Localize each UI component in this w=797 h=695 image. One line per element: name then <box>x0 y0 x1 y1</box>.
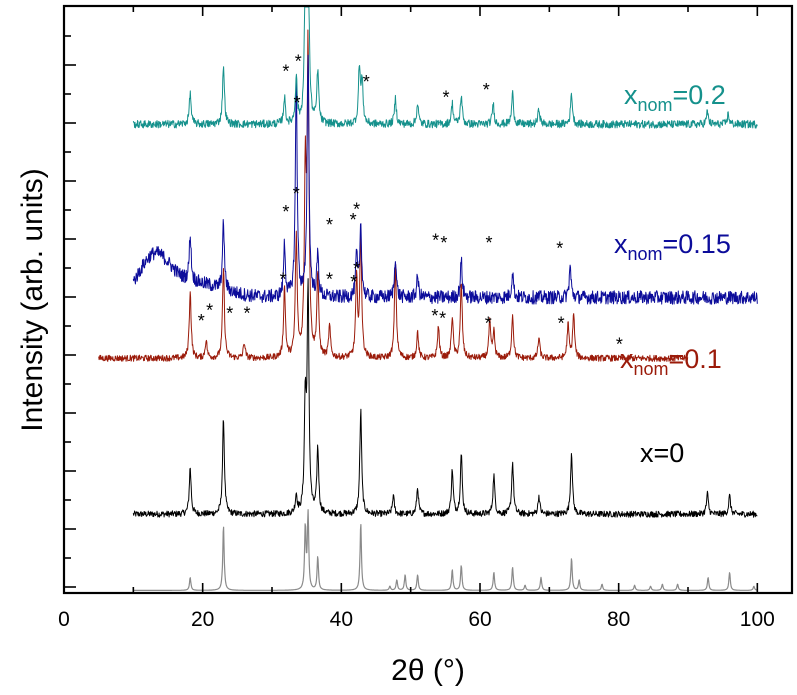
peak-marker-star: * <box>363 72 370 92</box>
peak-marker-star: * <box>440 233 447 253</box>
stars-layer: ** * **** *** * * ***** *** * * ***** * <box>198 51 623 354</box>
peak-marker-star: * <box>353 259 360 279</box>
x-tick-label: 40 <box>330 608 353 631</box>
peak-marker-star: * <box>198 311 205 331</box>
x-tick-label: 20 <box>191 608 214 631</box>
series-line-2 <box>132 54 758 305</box>
x-tick-label: 80 <box>607 608 630 631</box>
peak-marker-star: * <box>280 270 287 290</box>
peak-marker-star: * <box>350 210 357 230</box>
series-label-0: x=0 <box>640 438 684 468</box>
peak-marker-star: * <box>282 202 289 222</box>
plot-frame <box>62 4 794 595</box>
peak-marker-star: * <box>206 301 213 321</box>
series-label-3: xnom=0.2 <box>624 80 726 115</box>
peak-marker-star: * <box>439 309 446 329</box>
peak-marker-star: * <box>485 233 492 253</box>
peak-marker-star: * <box>431 306 438 326</box>
peak-marker-star: * <box>326 270 333 290</box>
peak-marker-star: * <box>432 231 439 251</box>
peak-marker-star: * <box>293 184 300 204</box>
peak-marker-star: * <box>353 199 360 219</box>
peak-marker-star: * <box>483 80 490 100</box>
series-line-0 <box>132 278 758 518</box>
x-tick-label: 60 <box>468 608 491 631</box>
peak-marker-star: * <box>282 62 289 82</box>
peak-marker-star: * <box>350 272 357 292</box>
x-axis-title: 2θ (°) <box>391 654 465 687</box>
series-label-2: xnom=0.15 <box>614 229 731 264</box>
x-tick-label: 100 <box>740 608 775 631</box>
peak-marker-star: * <box>558 314 565 334</box>
series-layer <box>98 6 758 592</box>
series-line-4 <box>133 509 758 592</box>
series-line-3 <box>132 6 758 129</box>
peak-marker-star: * <box>293 93 300 113</box>
peak-marker-star: * <box>326 215 333 235</box>
series-labels: x=0 xnom=0.1 xnom=0.15 xnom=0.2 <box>614 80 731 468</box>
peak-marker-star: * <box>616 335 623 355</box>
peak-marker-star: * <box>442 88 449 108</box>
series-label-1: xnom=0.1 <box>620 344 722 379</box>
axes-layer: 0 20 40 60 80 100 <box>58 6 775 631</box>
peak-marker-star: * <box>243 303 250 323</box>
peak-marker-star: * <box>295 51 302 71</box>
peak-marker-star: * <box>226 303 233 323</box>
series-line-1 <box>98 29 689 362</box>
x-tick-label: 0 <box>58 608 70 631</box>
peak-marker-star: * <box>485 314 492 334</box>
y-axis-title: Intensity (arb. units) <box>16 168 49 431</box>
peak-marker-star: * <box>556 238 563 258</box>
